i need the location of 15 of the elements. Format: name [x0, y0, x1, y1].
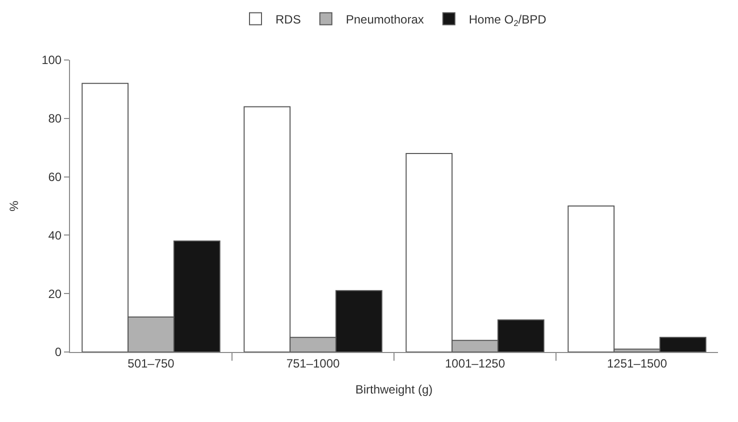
x-tick-label: 1001–1250: [444, 356, 506, 370]
y-tick-label: 60: [48, 170, 62, 184]
legend-label: Home O$_{2}$/BPD: [468, 12, 547, 28]
x-tick-label: 501–750: [128, 356, 175, 370]
y-tick-label: 40: [48, 228, 62, 242]
x-tick-label: 1251–1500: [606, 356, 668, 370]
legend-label: RDS: [276, 12, 301, 26]
y-tick-label: 80: [48, 112, 62, 126]
legend-label: Pneumothorax: [346, 12, 424, 26]
y-tick-label: 20: [48, 286, 62, 301]
y-tick-label: 0: [54, 345, 62, 360]
y-tick-label: 100: [42, 53, 62, 68]
x-axis-title: Birthweight (g): [355, 382, 433, 396]
x-tick-label: 751–1000: [286, 356, 340, 370]
y-axis-title: %: [6, 200, 21, 212]
